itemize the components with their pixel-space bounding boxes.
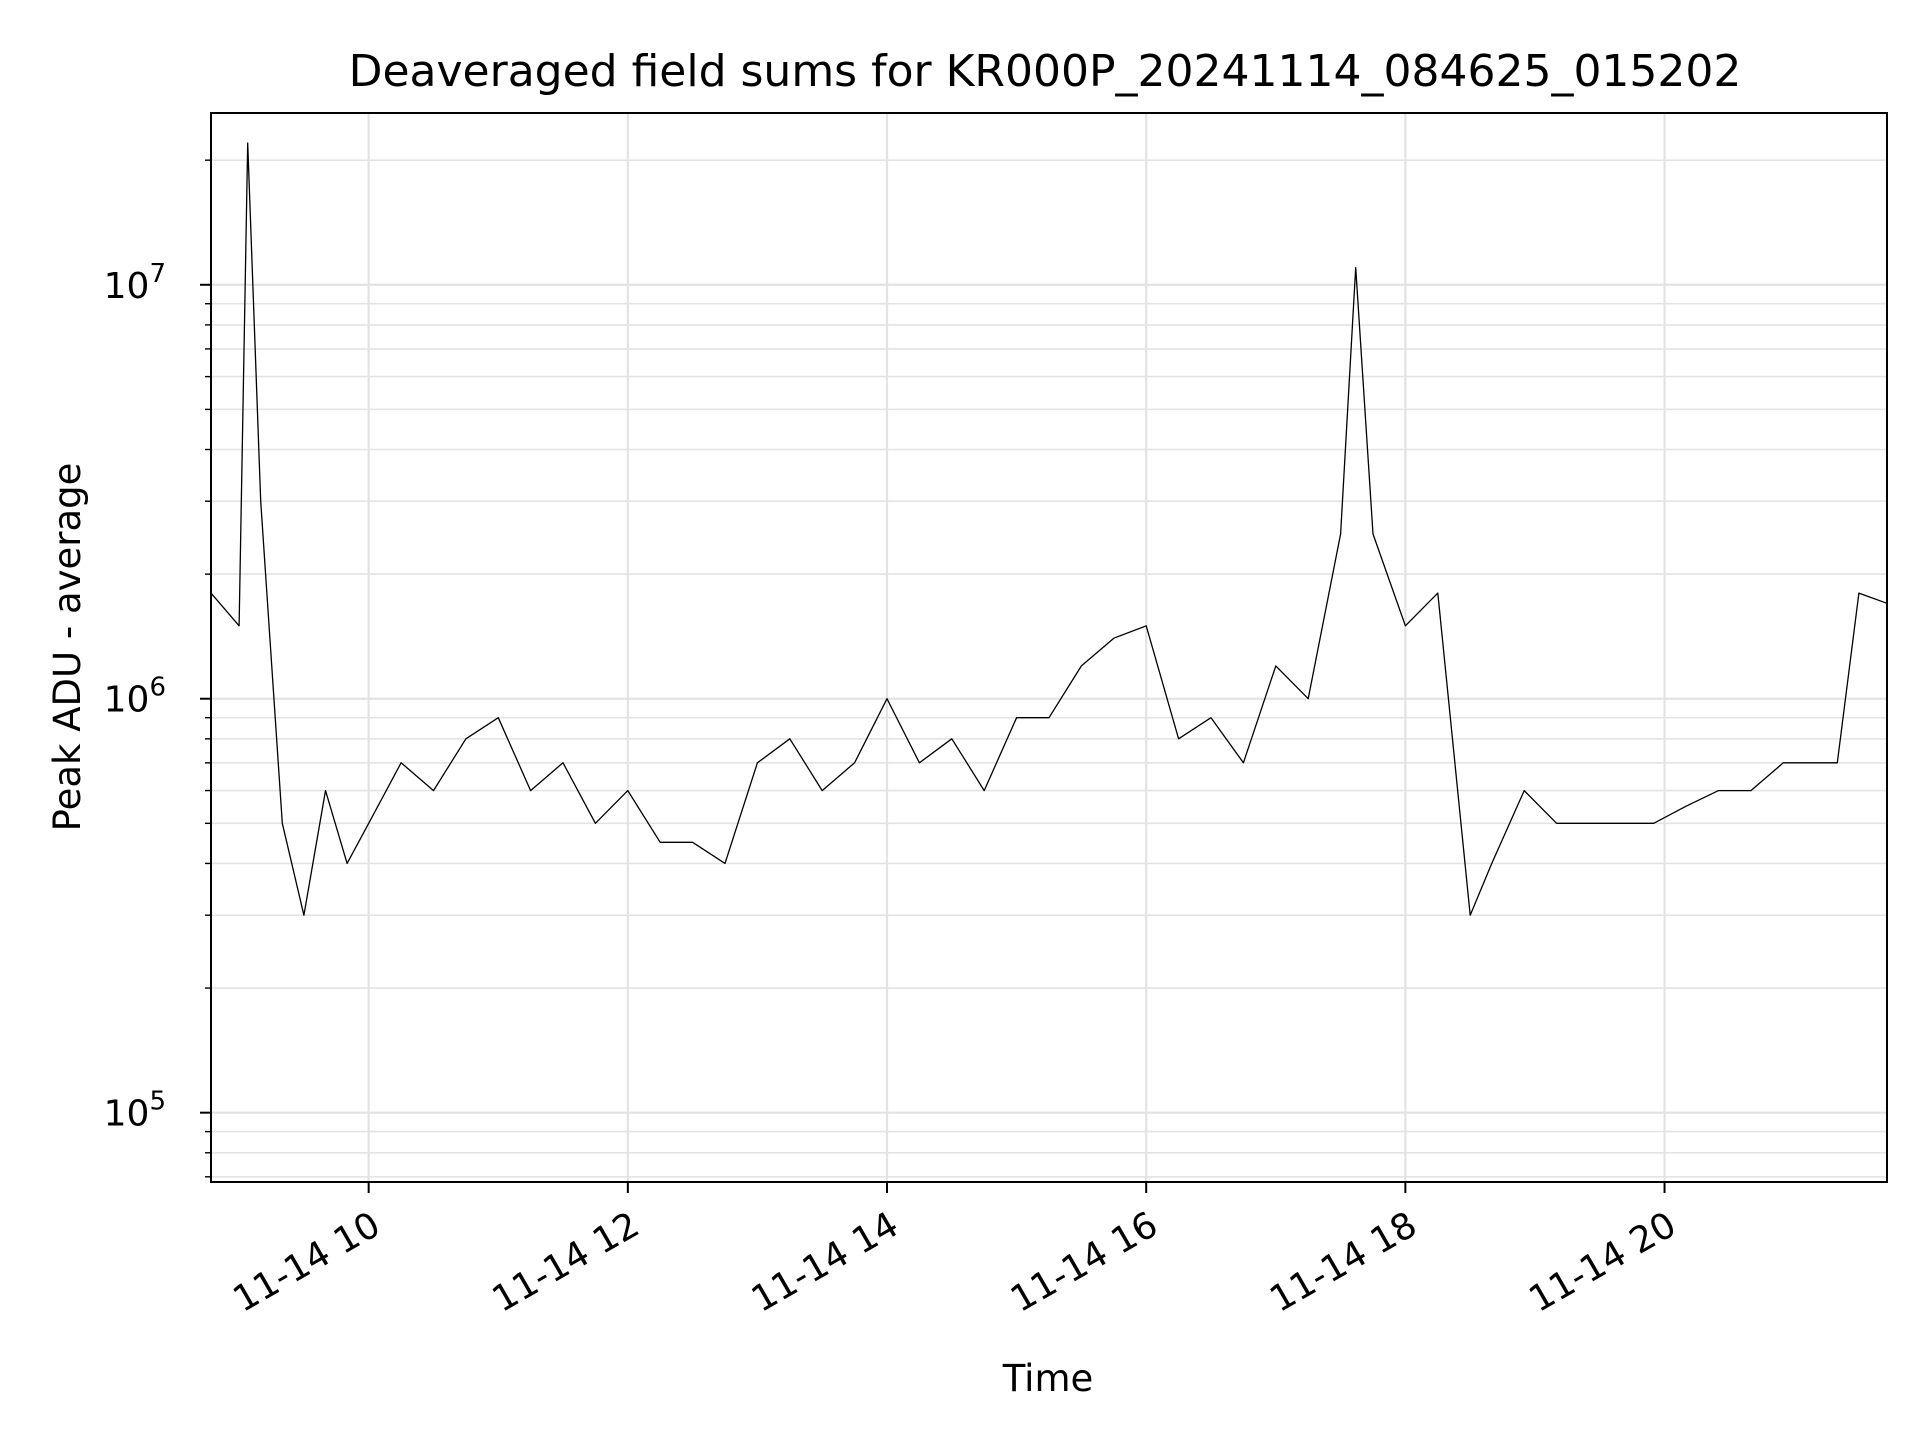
grid [211, 113, 1887, 1182]
y-tick-label: 105 [104, 1087, 166, 1135]
y-tick-exponent: 6 [149, 673, 166, 703]
x-axis-label: Time [1002, 1357, 1094, 1400]
y-tick-base: 10 [104, 1094, 150, 1135]
y-tick-base: 10 [104, 680, 150, 721]
y-axis-label: Peak ADU - average [46, 463, 89, 832]
y-tick-label: 106 [104, 673, 166, 721]
plot-frame [210, 112, 1888, 1183]
chart-title: Deaveraged field sums for KR000P_2024111… [349, 46, 1742, 97]
y-tick-label: 107 [104, 259, 166, 307]
y-tick-base: 10 [104, 266, 150, 307]
series-group [210, 142, 1888, 916]
y-tick-exponent: 7 [149, 259, 166, 289]
series-line [210, 142, 1888, 916]
y-tick-exponent: 5 [149, 1087, 166, 1117]
